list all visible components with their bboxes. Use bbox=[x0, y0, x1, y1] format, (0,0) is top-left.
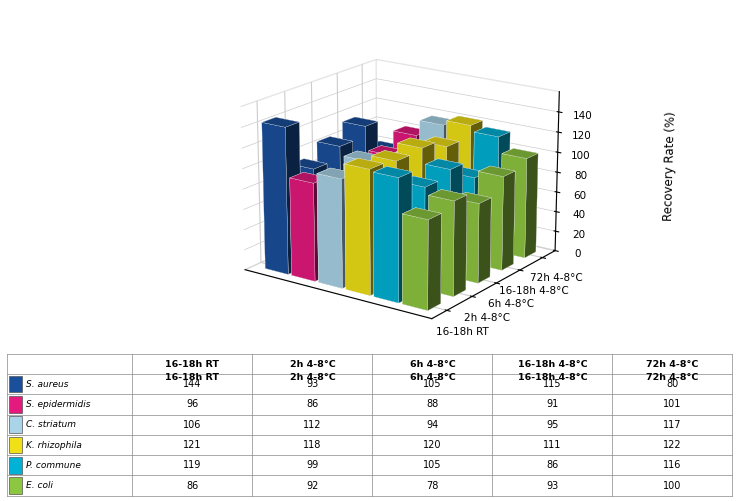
Text: 86: 86 bbox=[546, 460, 559, 470]
Text: 16-18h RT: 16-18h RT bbox=[166, 373, 219, 382]
Text: 72h 4-8°C: 72h 4-8°C bbox=[646, 373, 698, 382]
Text: 101: 101 bbox=[663, 399, 682, 409]
Text: S. epidermidis: S. epidermidis bbox=[26, 400, 91, 409]
Bar bbox=[9, 376, 22, 392]
Bar bbox=[9, 437, 22, 453]
Text: 119: 119 bbox=[183, 460, 202, 470]
Bar bbox=[9, 396, 22, 413]
Text: K. rhizophila: K. rhizophila bbox=[26, 440, 82, 449]
Text: 2h 4-8°C: 2h 4-8°C bbox=[289, 373, 336, 382]
Text: 99: 99 bbox=[306, 460, 319, 470]
Text: 122: 122 bbox=[663, 440, 682, 450]
Text: 96: 96 bbox=[186, 399, 199, 409]
Text: 117: 117 bbox=[663, 420, 682, 430]
Text: 100: 100 bbox=[663, 480, 682, 490]
Text: 144: 144 bbox=[183, 379, 202, 389]
Text: 93: 93 bbox=[306, 379, 319, 389]
Text: 6h 4-8°C: 6h 4-8°C bbox=[409, 373, 456, 382]
Text: 86: 86 bbox=[186, 480, 199, 490]
Text: 112: 112 bbox=[303, 420, 322, 430]
Text: 16-18h RT: 16-18h RT bbox=[166, 360, 219, 369]
Text: 2h 4-8°C: 2h 4-8°C bbox=[289, 360, 336, 369]
Bar bbox=[9, 477, 22, 494]
Text: 120: 120 bbox=[423, 440, 442, 450]
Text: 92: 92 bbox=[306, 480, 319, 490]
Bar bbox=[9, 416, 22, 433]
Text: C. striatum: C. striatum bbox=[26, 420, 76, 429]
Text: 6h 4-8°C: 6h 4-8°C bbox=[409, 360, 456, 369]
Text: 118: 118 bbox=[303, 440, 322, 450]
Text: 94: 94 bbox=[426, 420, 439, 430]
Text: 88: 88 bbox=[426, 399, 439, 409]
Text: 93: 93 bbox=[546, 480, 559, 490]
Text: 115: 115 bbox=[543, 379, 562, 389]
Text: 16-18h 4-8°C: 16-18h 4-8°C bbox=[517, 373, 587, 382]
Text: 72h 4-8°C: 72h 4-8°C bbox=[646, 360, 698, 369]
Text: 116: 116 bbox=[663, 460, 682, 470]
Text: 105: 105 bbox=[423, 379, 442, 389]
Text: P. commune: P. commune bbox=[26, 461, 81, 470]
Text: 80: 80 bbox=[666, 379, 679, 389]
Text: 16-18h 4-8°C: 16-18h 4-8°C bbox=[517, 360, 587, 369]
Text: 121: 121 bbox=[183, 440, 202, 450]
Text: 86: 86 bbox=[306, 399, 319, 409]
Text: E. coli: E. coli bbox=[26, 481, 53, 490]
Text: 111: 111 bbox=[543, 440, 562, 450]
Text: S. aureus: S. aureus bbox=[26, 380, 68, 389]
Text: 95: 95 bbox=[546, 420, 559, 430]
Bar bbox=[9, 457, 22, 473]
Text: 78: 78 bbox=[426, 480, 439, 490]
Text: 91: 91 bbox=[546, 399, 559, 409]
Text: 106: 106 bbox=[183, 420, 202, 430]
Text: 105: 105 bbox=[423, 460, 442, 470]
